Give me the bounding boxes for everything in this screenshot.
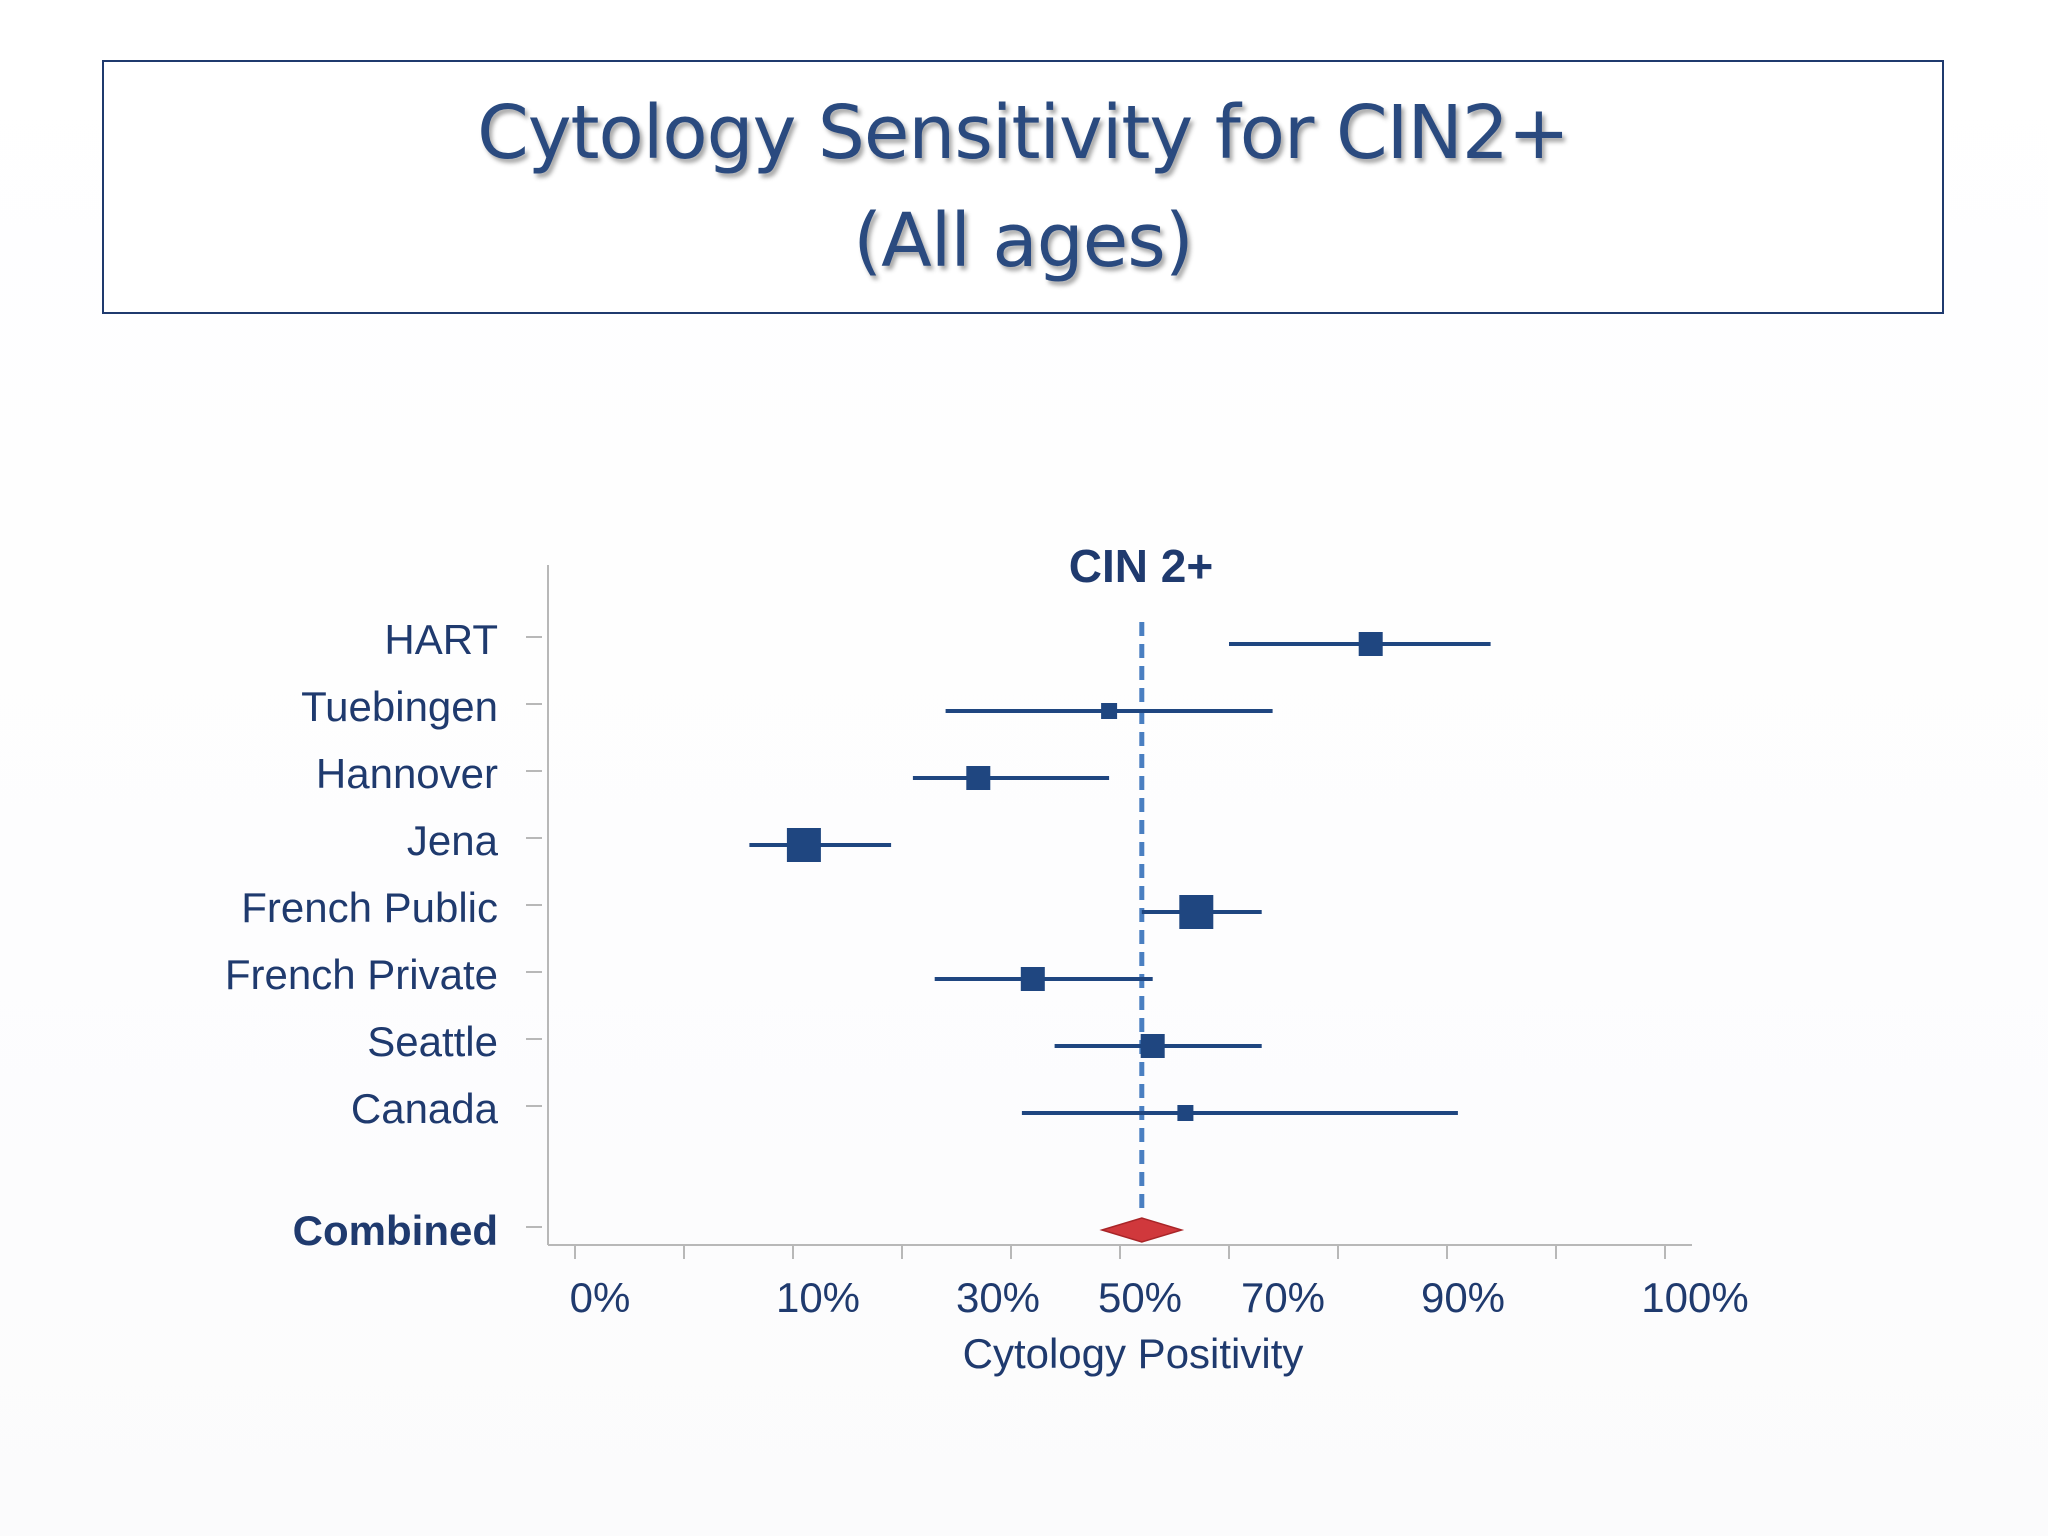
- chart-title: CIN 2+: [1069, 540, 1213, 592]
- study-label: HART: [384, 616, 498, 663]
- combined-label: Combined: [293, 1207, 498, 1254]
- study-label: Tuebingen: [301, 683, 498, 730]
- point-estimate: [1020, 967, 1045, 991]
- study-label: Hannover: [316, 750, 498, 797]
- study-rows: [749, 632, 1491, 1243]
- x-axis-label: Cytology Positivity: [963, 1330, 1304, 1377]
- plot-axes: [526, 565, 1692, 1259]
- slide-subtitle: (All ages): [853, 198, 1193, 284]
- x-tick-label: 50%: [1098, 1274, 1182, 1321]
- study-label: French Public: [241, 884, 498, 931]
- point-estimate: [1177, 1105, 1194, 1121]
- point-estimate: [1140, 1034, 1165, 1058]
- x-tick-label: 30%: [956, 1274, 1040, 1321]
- study-label: French Private: [225, 951, 498, 998]
- x-tick-label: 70%: [1241, 1274, 1325, 1321]
- study-label: Seattle: [367, 1018, 498, 1065]
- x-tick-label: 100%: [1641, 1274, 1748, 1321]
- point-estimate: [1101, 703, 1118, 719]
- point-estimate: [1358, 632, 1383, 656]
- x-tick-label: 0%: [570, 1274, 631, 1321]
- x-tick-label: 10%: [776, 1274, 860, 1321]
- point-estimate: [1179, 895, 1214, 929]
- study-label: Jena: [407, 817, 499, 864]
- slide-title-box: Cytology Sensitivity for CIN2+ (All ages…: [102, 60, 1944, 314]
- slide-title: Cytology Sensitivity for CIN2+: [477, 90, 1570, 176]
- study-label: Canada: [351, 1085, 499, 1132]
- x-tick-label: 90%: [1421, 1274, 1505, 1321]
- axis-labels: 0% 10% 30% 50% 70% 90% 100% Cytology Positivity…: [225, 540, 1749, 1377]
- point-estimate: [966, 766, 991, 790]
- combined-diamond: [1099, 1217, 1185, 1243]
- point-estimate: [786, 828, 821, 862]
